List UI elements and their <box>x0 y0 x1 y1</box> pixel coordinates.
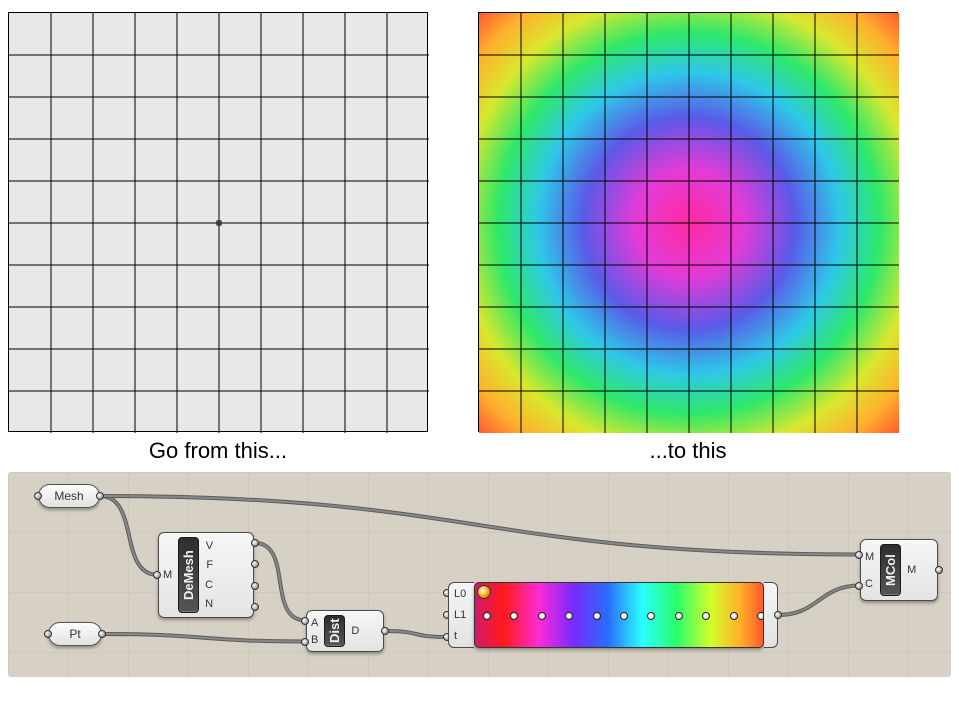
port-in-M[interactable]: M <box>163 569 172 581</box>
port-in-B[interactable]: B <box>311 634 318 646</box>
node-label-demesh: DeMesh <box>178 537 199 613</box>
left-caption: Go from this... <box>149 438 287 464</box>
gradient-handle[interactable] <box>483 612 491 620</box>
port-out-D[interactable]: D <box>351 625 359 637</box>
gradient-port-L1[interactable]: L1 <box>454 609 469 621</box>
port-grip[interactable] <box>301 638 309 646</box>
node-label-dist: Dist <box>324 615 345 647</box>
node-label-mcol: MCol <box>880 544 901 596</box>
gradient-handle[interactable] <box>593 612 601 620</box>
node-dist[interactable]: AB Dist D <box>306 610 384 652</box>
gradient-handle[interactable] <box>647 612 655 620</box>
gradient-port-t[interactable]: t <box>454 630 469 642</box>
node-mcol[interactable]: M C MCol M <box>860 539 938 601</box>
gradient-colorpicker-icon[interactable] <box>477 585 491 599</box>
gradient-handle[interactable] <box>730 612 738 620</box>
right-caption: ...to this <box>649 438 726 464</box>
gradient-handle[interactable] <box>757 612 764 620</box>
port-in-C[interactable]: C <box>865 578 874 590</box>
port-grip[interactable] <box>153 571 161 579</box>
param-mesh[interactable]: Mesh <box>38 484 100 508</box>
right-panel: ...to this <box>478 12 898 464</box>
port-grip[interactable] <box>34 492 42 500</box>
bottom-wrap: MeshPtMDeMeshVFCNABDistDMCMColML0L1t <box>0 464 959 685</box>
port-grip[interactable] <box>96 492 104 500</box>
port-in-M[interactable]: M <box>865 551 874 563</box>
gradient-handle[interactable] <box>565 612 573 620</box>
gradient-component[interactable] <box>474 582 764 648</box>
port-grip[interactable] <box>381 627 389 635</box>
port-grip[interactable] <box>774 611 782 619</box>
port-grip[interactable] <box>251 560 259 568</box>
left-mesh-grid <box>8 12 428 432</box>
gradient-handle[interactable] <box>675 612 683 620</box>
port-grip[interactable] <box>855 551 863 559</box>
left-panel: Go from this... <box>8 12 428 464</box>
port-grip[interactable] <box>98 630 106 638</box>
port-out-N[interactable]: N <box>205 598 213 610</box>
port-out-C[interactable]: C <box>205 579 213 591</box>
port-out-F[interactable]: F <box>205 559 213 571</box>
gradient-handle[interactable] <box>702 612 710 620</box>
port-grip[interactable] <box>44 630 52 638</box>
param-pt[interactable]: Pt <box>48 622 102 646</box>
port-out-M[interactable]: M <box>907 564 916 576</box>
top-row: Go from this... ...to this <box>0 0 959 464</box>
gradient-port-L0[interactable]: L0 <box>454 588 469 600</box>
grasshopper-canvas[interactable]: MeshPtMDeMeshVFCNABDistDMCMColML0L1t <box>8 472 951 677</box>
port-in-A[interactable]: A <box>311 617 318 629</box>
gradient-handle[interactable] <box>510 612 518 620</box>
port-grip[interactable] <box>855 582 863 590</box>
port-grip[interactable] <box>301 617 309 625</box>
gradient-handle[interactable] <box>620 612 628 620</box>
port-grip[interactable] <box>251 603 259 611</box>
port-grip[interactable] <box>935 566 943 574</box>
port-grip[interactable] <box>251 539 259 547</box>
port-grip[interactable] <box>251 582 259 590</box>
gradient-handle[interactable] <box>538 612 546 620</box>
node-demesh[interactable]: M DeMesh VFCN <box>158 532 254 618</box>
port-out-V[interactable]: V <box>205 540 213 552</box>
right-mesh-grid <box>478 12 898 432</box>
